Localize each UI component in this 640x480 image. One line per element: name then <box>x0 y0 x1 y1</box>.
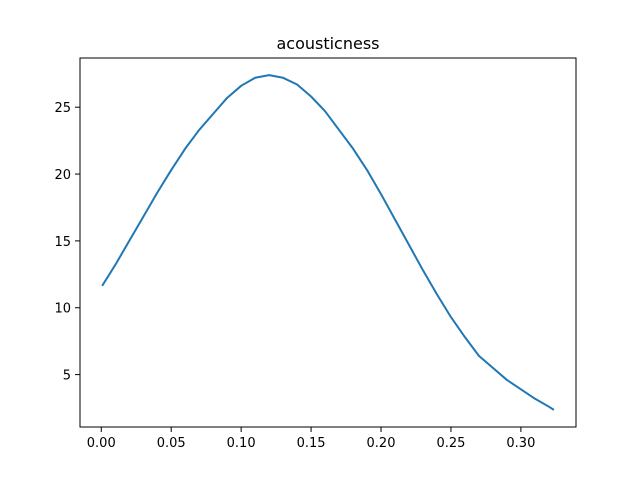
x-tick-label-5: 0.25 <box>436 436 465 451</box>
axes-frame <box>79 57 577 428</box>
x-tick-label-2: 0.10 <box>227 436 256 451</box>
plot-area: 0.00 0.05 0.10 0.15 0.20 0.25 0.30 5 10 15 20 25 <box>54 57 577 451</box>
x-tick-label-1: 0.05 <box>157 436 186 451</box>
y-tick-label-2: 15 <box>54 235 71 250</box>
y-tick-label-3: 20 <box>54 168 71 183</box>
y-tick-label-0: 5 <box>63 369 71 384</box>
x-tick-label-0: 0.00 <box>87 436 116 451</box>
x-tick-label-4: 0.20 <box>367 436 396 451</box>
series-line-0 <box>101 74 555 411</box>
y-tick-label-1: 10 <box>54 302 71 317</box>
x-tick-label-3: 0.15 <box>297 436 326 451</box>
y-tick-label-4: 25 <box>54 101 71 116</box>
chart-title: acousticness <box>276 34 379 53</box>
x-tick-label-6: 0.30 <box>506 436 535 451</box>
